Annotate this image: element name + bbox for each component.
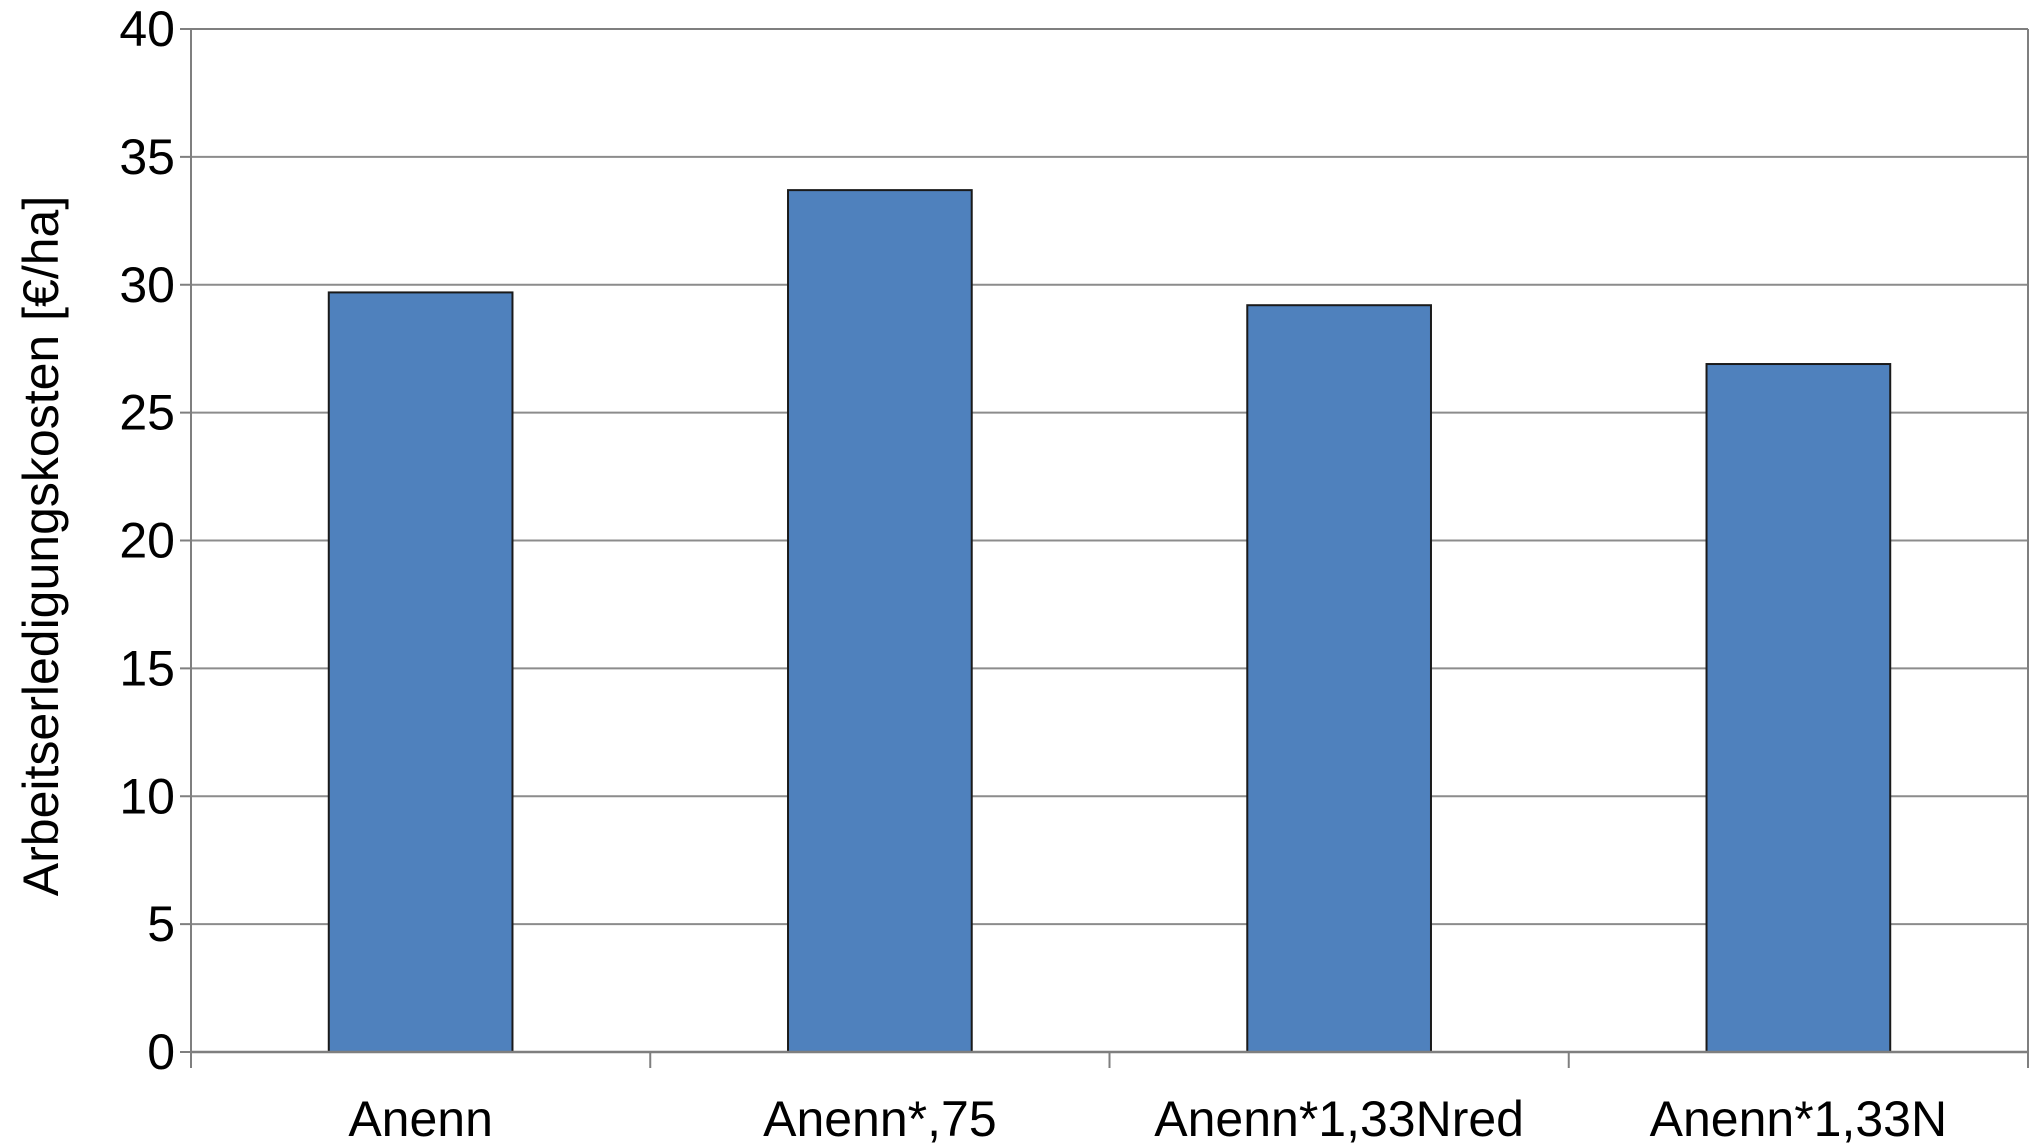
y-tick-label-30: 30 [119, 257, 175, 313]
bar-4 [1705, 363, 1892, 1054]
bar-2 [787, 189, 973, 1053]
x-tick-label-2: Anenn*,75 [763, 1091, 997, 1146]
axes [180, 28, 2029, 1068]
x-tick-label-3: Anenn*1,33Nred [1154, 1091, 1524, 1146]
x-tick-labels: Anenn Anenn*,75 Anenn*1,33Nred Anenn*1,33N [348, 1091, 1947, 1146]
y-tick-label-5: 5 [147, 896, 175, 952]
bar-1 [327, 291, 514, 1053]
x-tick-label-1: Anenn [348, 1091, 493, 1146]
y-tick-label-10: 10 [119, 768, 175, 824]
y-tick-label-25: 25 [119, 385, 175, 441]
bars [327, 189, 1892, 1054]
y-tick-label-35: 35 [119, 129, 175, 185]
y-axis-title: Arbeitserledigungskosten [€/ha] [13, 196, 69, 896]
x-tick-label-4: Anenn*1,33N [1650, 1091, 1947, 1146]
y-tick-label-20: 20 [119, 513, 175, 569]
y-tick-label-15: 15 [119, 640, 175, 696]
y-tick-label-40: 40 [119, 1, 175, 57]
y-tick-label-0: 0 [147, 1024, 175, 1080]
y-tick-labels: 0 5 10 15 20 25 30 35 40 [119, 1, 175, 1080]
bar-3 [1246, 304, 1432, 1053]
